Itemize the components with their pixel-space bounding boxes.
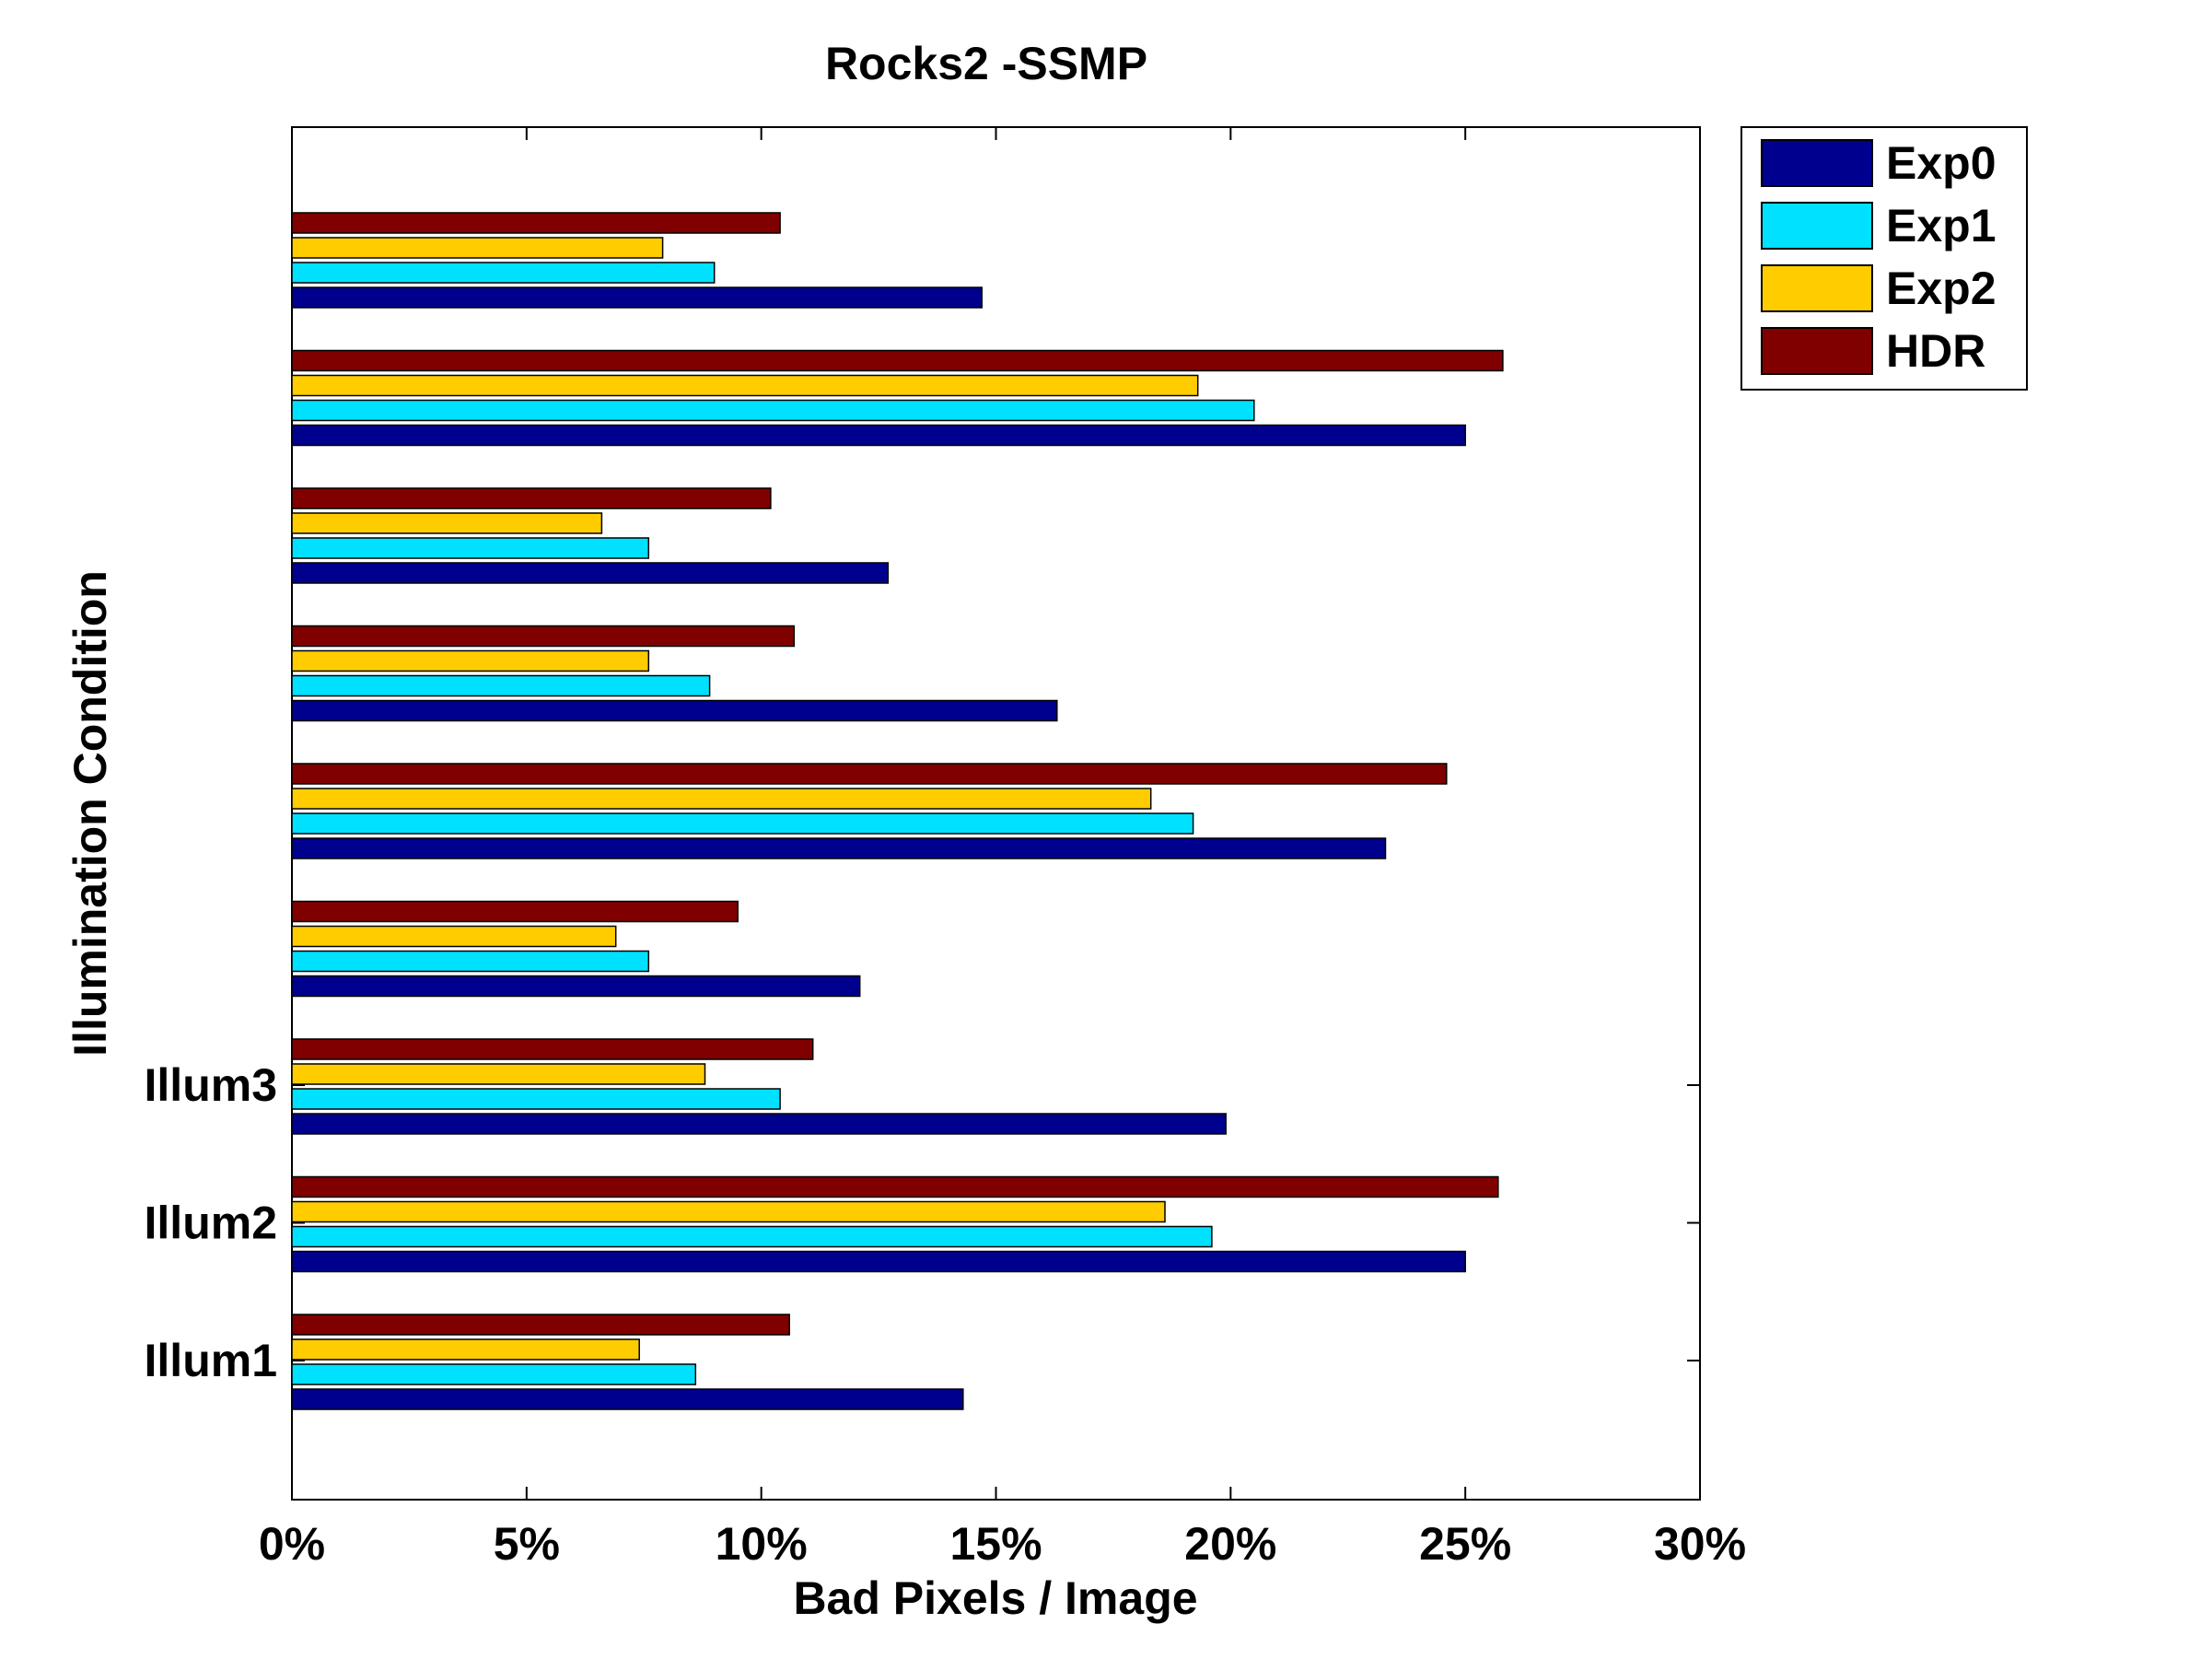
bar-hdr-group-2 bbox=[291, 1175, 1499, 1198]
y-axis: Illum1 Illum2 Illum3 bbox=[145, 1059, 1700, 1386]
x-tick-label: 30% bbox=[1654, 1518, 1746, 1570]
chart-title: Rocks2 -SSMP bbox=[825, 38, 1147, 89]
y-axis-label: Illumination Condition bbox=[64, 570, 116, 1057]
bar-exp0-group-2 bbox=[291, 1250, 1466, 1273]
bar-exp0-group-8 bbox=[291, 424, 1466, 447]
bar-exp1-group-2 bbox=[291, 1225, 1213, 1248]
bar-exp0-group-1 bbox=[291, 1388, 964, 1410]
legend-items: Exp0 Exp1 Exp2 HDR bbox=[1761, 137, 1997, 377]
bar-exp1-group-3 bbox=[291, 1088, 781, 1110]
bar-exp1-group-7 bbox=[291, 537, 650, 559]
bar-exp0-group-5 bbox=[291, 837, 1387, 859]
x-tick-label: 25% bbox=[1419, 1518, 1511, 1570]
bar-hdr-group-7 bbox=[291, 487, 772, 509]
bar-exp0-group-6 bbox=[291, 699, 1058, 722]
legend-swatch-exp2 bbox=[1761, 264, 1873, 312]
x-tick-label: 0% bbox=[259, 1518, 325, 1570]
y-tick-label: Illum1 bbox=[145, 1335, 277, 1386]
legend-swatch-exp1 bbox=[1761, 202, 1873, 250]
bar-exp0-group-9 bbox=[291, 286, 983, 309]
x-axis: 0% 5% 10% 15% 20% 25% 30% bbox=[259, 127, 1746, 1570]
bar-exp2-group-7 bbox=[291, 512, 603, 534]
bar-exp0-group-3 bbox=[291, 1113, 1227, 1135]
bar-exp1-group-4 bbox=[291, 950, 650, 973]
bar-exp2-group-2 bbox=[291, 1200, 1166, 1223]
x-axis-label: Bad Pixels / Image bbox=[793, 1572, 1197, 1624]
bars-group bbox=[291, 212, 1504, 1410]
x-tick-label: 5% bbox=[494, 1518, 560, 1570]
bar-hdr-group-6 bbox=[291, 625, 796, 648]
bar-exp2-group-5 bbox=[291, 788, 1152, 810]
bar-exp1-group-9 bbox=[291, 262, 716, 284]
bar-exp2-group-3 bbox=[291, 1063, 706, 1085]
bar-exp1-group-6 bbox=[291, 674, 711, 697]
bar-hdr-group-8 bbox=[291, 349, 1504, 372]
y-tick-label: Illum3 bbox=[145, 1059, 277, 1111]
bar-exp2-group-6 bbox=[291, 649, 650, 672]
y-tick-label: Illum2 bbox=[145, 1198, 277, 1249]
x-tick-label: 10% bbox=[716, 1518, 808, 1570]
bar-exp2-group-9 bbox=[291, 237, 664, 259]
bar-exp0-group-7 bbox=[291, 562, 890, 584]
legend-swatch-hdr bbox=[1761, 327, 1873, 375]
bar-exp2-group-8 bbox=[291, 374, 1199, 397]
x-tick-label: 20% bbox=[1184, 1518, 1276, 1570]
legend-label-hdr: HDR bbox=[1886, 325, 1985, 377]
bar-exp1-group-5 bbox=[291, 812, 1194, 835]
bar-exp1-group-1 bbox=[291, 1363, 697, 1385]
bar-exp2-group-1 bbox=[291, 1338, 640, 1361]
bar-hdr-group-4 bbox=[291, 900, 739, 923]
bar-exp1-group-8 bbox=[291, 399, 1255, 422]
legend-label-exp2: Exp2 bbox=[1886, 263, 1997, 314]
x-tick-label: 15% bbox=[949, 1518, 1042, 1570]
bar-hdr-group-9 bbox=[291, 212, 781, 234]
legend-swatch-exp0 bbox=[1761, 139, 1873, 187]
legend-label-exp1: Exp1 bbox=[1886, 200, 1997, 251]
bar-hdr-group-5 bbox=[291, 763, 1448, 785]
bar-hdr-group-3 bbox=[291, 1038, 814, 1060]
bar-exp2-group-4 bbox=[291, 925, 617, 948]
bar-hdr-group-1 bbox=[291, 1314, 790, 1336]
legend-label-exp0: Exp0 bbox=[1886, 137, 1997, 189]
legend: Exp0 Exp1 Exp2 HDR bbox=[1740, 126, 2028, 391]
bar-exp0-group-4 bbox=[291, 975, 861, 998]
